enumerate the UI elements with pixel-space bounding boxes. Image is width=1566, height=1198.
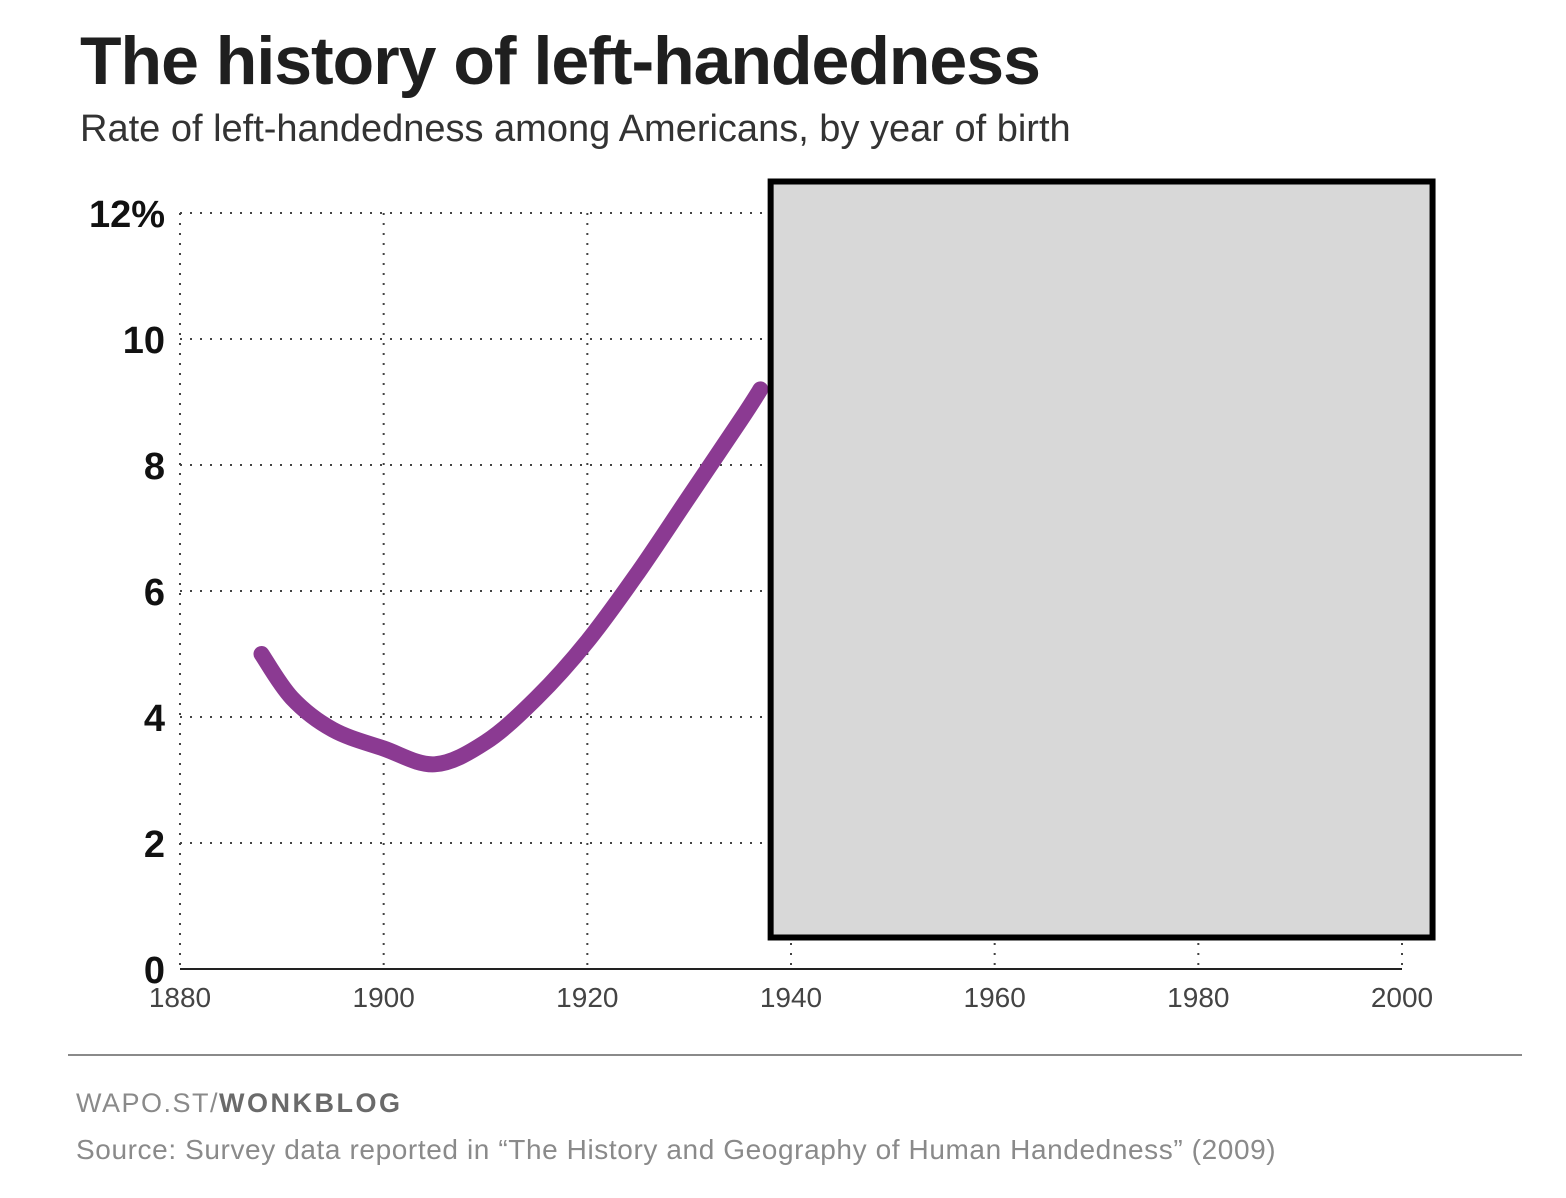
- y-tick-label: 4: [144, 698, 165, 740]
- x-tick-label: 1880: [149, 982, 211, 1013]
- chart-subtitle: Rate of left-handedness among Americans,…: [80, 108, 1071, 150]
- brand-prefix: WAPO.ST/: [76, 1088, 220, 1118]
- y-tick-label: 6: [144, 572, 165, 614]
- x-tick-label: 1940: [760, 982, 822, 1013]
- brand-name: WONKBLOG: [219, 1088, 403, 1118]
- x-tick-label: 1920: [556, 982, 618, 1013]
- x-tick-label: 1960: [964, 982, 1026, 1013]
- y-tick-label: 8: [144, 446, 165, 488]
- source-note: Source: Survey data reported in “The His…: [76, 1134, 1277, 1165]
- occluding-box: [767, 178, 1436, 941]
- y-tick-label: 12%: [89, 194, 165, 236]
- x-tick-label: 2000: [1371, 982, 1433, 1013]
- x-tick-label: 1900: [353, 982, 415, 1013]
- x-tick-label: 1980: [1167, 982, 1229, 1013]
- y-tick-label: 0: [144, 950, 165, 992]
- y-tick-label: 2: [144, 824, 165, 866]
- footer-divider: [68, 1054, 1522, 1056]
- y-tick-label: 10: [123, 320, 165, 362]
- series-line: [253, 381, 769, 773]
- chart-title: The history of left-handedness: [80, 23, 1041, 99]
- occluder-layer: [767, 178, 1436, 941]
- brand-link[interactable]: WAPO.ST/WONKBLOG: [76, 1088, 403, 1119]
- line-chart: 0 2 4 6 8 10 12% 1880 1900 1920 1940 1960 1980 2000: [89, 178, 1436, 1013]
- tick-labels: 0 2 4 6 8 10 12% 1880 1900 1920 1940 1960 1980 2000: [89, 194, 1433, 1013]
- series-layer: [253, 381, 769, 773]
